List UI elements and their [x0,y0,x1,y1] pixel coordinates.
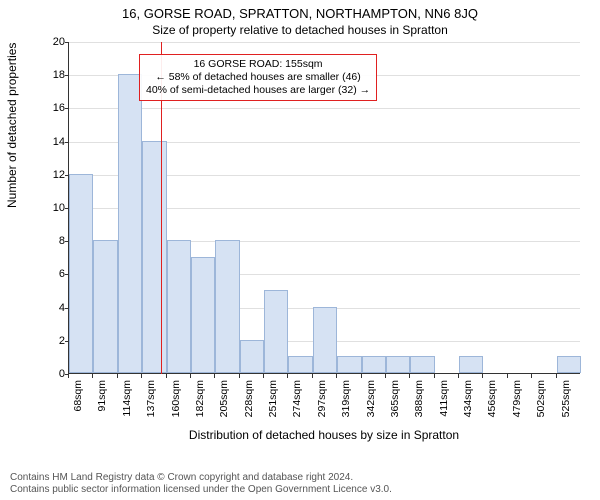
xtick-label: 456sqm [486,380,498,417]
xtick-mark [385,374,386,378]
footer-line-1: Contains HM Land Registry data © Crown c… [10,472,392,484]
histogram-bar [69,174,93,373]
histogram-bar [410,356,434,373]
page-title: 16, GORSE ROAD, SPRATTON, NORTHAMPTON, N… [0,0,600,21]
xtick-mark [434,374,435,378]
histogram-bar [240,340,264,373]
ytick-label: 20 [45,36,65,48]
gridline [69,108,580,109]
chart-container: Number of detached properties 0246810121… [40,42,585,432]
ytick-label: 16 [45,102,65,114]
histogram-bar [557,356,581,373]
histogram-bar [215,240,239,373]
xtick-label: 388sqm [413,380,425,417]
y-axis-label: Number of detached properties [5,43,19,208]
xtick-mark [336,374,337,378]
annotation-box: 16 GORSE ROAD: 155sqm← 58% of detached h… [139,54,377,101]
histogram-bar [288,356,312,373]
xtick-mark [556,374,557,378]
xtick-label: 228sqm [243,380,255,417]
ytick-label: 14 [45,136,65,148]
xtick-mark [287,374,288,378]
gridline [69,42,580,43]
xtick-mark [92,374,93,378]
xtick-mark [190,374,191,378]
xtick-label: 137sqm [145,380,157,417]
histogram-bar [362,356,386,373]
histogram-bar [93,240,117,373]
annotation-line: ← 58% of detached houses are smaller (46… [146,71,370,84]
xtick-label: 297sqm [316,380,328,417]
xtick-mark [214,374,215,378]
ytick-label: 10 [45,202,65,214]
xtick-mark [531,374,532,378]
histogram-bar [264,290,288,373]
xtick-label: 205sqm [218,380,230,417]
ytick-label: 2 [45,335,65,347]
histogram-bar [191,257,215,373]
xtick-label: 342sqm [365,380,377,417]
xtick-mark [166,374,167,378]
xtick-label: 68sqm [72,380,84,412]
footer-line-2: Contains public sector information licen… [10,484,392,496]
histogram-bar [167,240,191,373]
xtick-mark [239,374,240,378]
xtick-mark [141,374,142,378]
histogram-bar [459,356,483,373]
ytick-label: 12 [45,169,65,181]
xtick-label: 160sqm [170,380,182,417]
ytick-label: 0 [45,368,65,380]
xtick-label: 411sqm [438,380,450,417]
xtick-mark [263,374,264,378]
xtick-label: 525sqm [560,380,572,417]
xtick-mark [409,374,410,378]
xtick-label: 251sqm [267,380,279,417]
xtick-label: 274sqm [291,380,303,417]
xtick-mark [312,374,313,378]
xtick-label: 365sqm [389,380,401,417]
ytick-label: 18 [45,69,65,81]
footer-attribution: Contains HM Land Registry data © Crown c… [10,472,392,496]
xtick-label: 434sqm [462,380,474,417]
x-axis-label: Distribution of detached houses by size … [68,428,580,442]
ytick-mark [65,75,69,76]
ytick-mark [65,42,69,43]
xtick-mark [68,374,69,378]
annotation-line: 40% of semi-detached houses are larger (… [146,84,370,97]
xtick-mark [458,374,459,378]
annotation-line: 16 GORSE ROAD: 155sqm [146,58,370,71]
xtick-label: 502sqm [535,380,547,417]
histogram-bar [337,356,361,373]
xtick-label: 182sqm [194,380,206,417]
xtick-label: 479sqm [511,380,523,417]
histogram-bar [386,356,410,373]
xtick-label: 319sqm [340,380,352,417]
ytick-label: 8 [45,235,65,247]
ytick-label: 4 [45,302,65,314]
chart-subtitle: Size of property relative to detached ho… [0,21,600,37]
xtick-label: 91sqm [96,380,108,412]
xtick-mark [361,374,362,378]
histogram-bar [118,74,142,373]
xtick-mark [507,374,508,378]
xtick-mark [482,374,483,378]
plot-area: 0246810121416182016 GORSE ROAD: 155sqm← … [68,42,580,374]
ytick-label: 6 [45,268,65,280]
ytick-mark [65,142,69,143]
xtick-mark [117,374,118,378]
ytick-mark [65,108,69,109]
xtick-label: 114sqm [121,380,133,417]
histogram-bar [142,141,166,373]
histogram-bar [313,307,337,373]
